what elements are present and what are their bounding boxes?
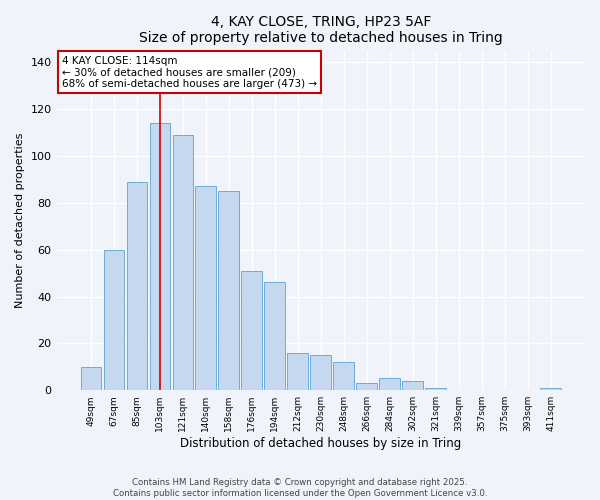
Bar [287,352,308,390]
Bar [310,355,331,390]
Bar [540,388,561,390]
Bar [356,383,377,390]
Bar [80,367,101,390]
Bar [173,135,193,390]
Bar [265,282,285,390]
Text: 4 KAY CLOSE: 114sqm
← 30% of detached houses are smaller (209)
68% of semi-detac: 4 KAY CLOSE: 114sqm ← 30% of detached ho… [62,56,317,89]
Bar [241,270,262,390]
Bar [149,123,170,390]
Bar [196,186,216,390]
Bar [334,362,354,390]
Y-axis label: Number of detached properties: Number of detached properties [15,132,25,308]
Bar [127,182,147,390]
Bar [104,250,124,390]
Bar [403,381,423,390]
Bar [218,191,239,390]
X-axis label: Distribution of detached houses by size in Tring: Distribution of detached houses by size … [180,437,461,450]
Bar [379,378,400,390]
Title: 4, KAY CLOSE, TRING, HP23 5AF
Size of property relative to detached houses in Tr: 4, KAY CLOSE, TRING, HP23 5AF Size of pr… [139,15,503,45]
Text: Contains HM Land Registry data © Crown copyright and database right 2025.
Contai: Contains HM Land Registry data © Crown c… [113,478,487,498]
Bar [425,388,446,390]
